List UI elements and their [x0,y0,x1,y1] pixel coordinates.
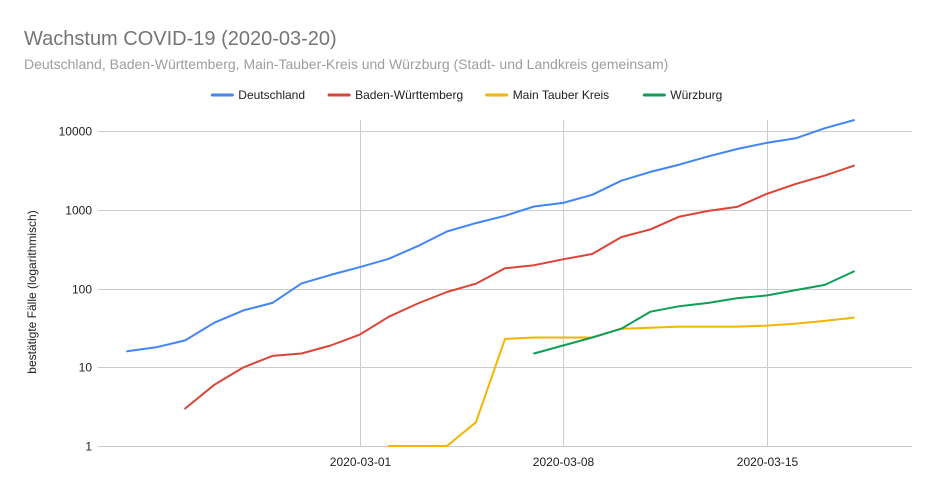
legend: Deutschland Baden-Württemberg Main Tauber … [210,88,722,102]
chart-subtitle: Deutschland, Baden-Württemberg, Main-Tau… [24,56,668,72]
y-tick-label: 10000 [59,125,93,139]
y-tick-label: 1000 [65,204,92,218]
legend-item: Deutschland [210,88,305,102]
y-axis-ticks: 1 10 100 1000 10000 [59,125,93,454]
series-line-main-tauber-kreis [387,316,855,447]
x-tick-label: 2020-03-15 [737,455,799,469]
chart-title: Wachstum COVID-19 (2020-03-20) [24,28,337,50]
y-tick-label: 10 [79,361,93,375]
legend-item: Baden-Württemberg [327,88,463,102]
y-axis-label: bestätigte Fälle (logarithmisch) [25,210,39,373]
legend-label: Würzburg [670,88,722,102]
y-tick-label: 1 [85,440,92,454]
x-tick-label: 2020-03-08 [533,455,595,469]
legend-label: Main Tauber Kreis [513,88,610,102]
series-line-w-rzburg [533,270,855,355]
series-line-baden-w-rttemberg [184,164,855,410]
x-axis-ticks: 2020-03-01 2020-03-08 2020-03-15 [330,455,799,469]
legend-label: Baden-Württemberg [355,88,463,102]
legend-item: Würzburg [642,88,722,102]
y-tick-label: 100 [72,283,92,297]
legend-label: Deutschland [238,88,305,102]
series-lines [126,119,855,447]
x-tick-label: 2020-03-01 [330,455,392,469]
legend-item: Main Tauber Kreis [485,88,610,102]
series-line-deutschland [126,119,855,353]
grid [98,120,912,447]
